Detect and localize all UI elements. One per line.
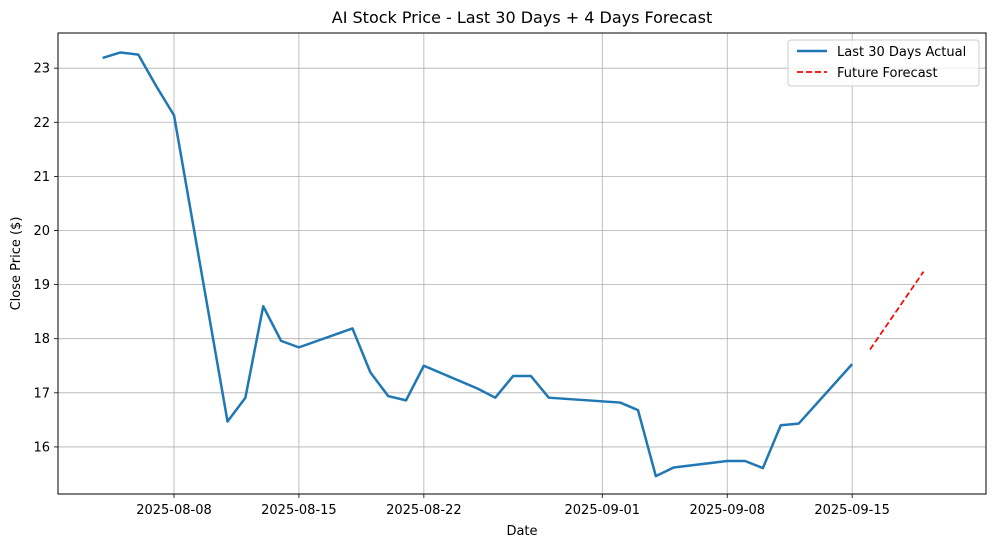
legend-box (787, 39, 980, 87)
data-point (262, 305, 264, 307)
data-point (922, 270, 924, 272)
series-line-actual (102, 51, 854, 478)
series-line-forecast (869, 271, 925, 351)
data-point (280, 340, 282, 342)
legend: Last 30 Days Actual Future Forecast (787, 39, 980, 87)
plot-frame (57, 32, 987, 495)
y-axis: 16 17 18 19 20 21 22 23 (33, 62, 58, 455)
x-axis: 2025-08-08 2025-08-15 2025-08-22 2025-09-01… (136, 494, 890, 518)
y-tick-label: 17 (33, 386, 50, 401)
data-point (619, 401, 621, 403)
data-point (137, 53, 139, 55)
data-point (780, 424, 782, 426)
data-point (173, 114, 175, 116)
data-point (405, 399, 407, 401)
y-axis-label: Close Price ($) (9, 217, 24, 311)
data-point (797, 422, 799, 424)
data-point (851, 363, 853, 365)
data-point (904, 296, 906, 298)
data-point (512, 375, 514, 377)
series-layer (101, 51, 925, 478)
data-point (244, 396, 246, 398)
x-tick-label: 2025-09-15 (814, 503, 890, 518)
data-point (672, 466, 674, 468)
y-tick-label: 20 (33, 224, 50, 239)
x-tick-label: 2025-08-08 (136, 503, 212, 518)
data-point (637, 409, 639, 411)
data-point (387, 395, 389, 397)
data-point (494, 396, 496, 398)
data-point (351, 327, 353, 329)
data-point (762, 467, 764, 469)
x-tick-label: 2025-08-22 (386, 503, 462, 518)
y-tick-label: 21 (33, 170, 50, 185)
data-point (887, 322, 889, 324)
chart-title: AI Stock Price - Last 30 Days + 4 Days F… (332, 8, 712, 27)
data-point (476, 387, 478, 389)
data-point (101, 57, 103, 59)
data-point (226, 420, 228, 422)
legend-label-forecast: Future Forecast (837, 66, 938, 81)
x-axis-label: Date (506, 524, 537, 539)
data-point (423, 365, 425, 367)
data-point (726, 460, 728, 462)
y-tick-label: 16 (33, 440, 50, 455)
data-point (655, 475, 657, 477)
data-point (298, 346, 300, 348)
data-point (155, 85, 157, 87)
x-tick-label: 2025-08-15 (261, 503, 337, 518)
y-tick-label: 22 (33, 116, 50, 131)
y-tick-label: 19 (33, 278, 50, 293)
plot-area (58, 33, 986, 494)
y-tick-label: 23 (33, 62, 50, 77)
x-tick-label: 2025-09-08 (689, 503, 765, 518)
legend-label-actual: Last 30 Days Actual (837, 45, 966, 60)
data-point (548, 396, 550, 398)
data-point (530, 375, 532, 377)
y-tick-label: 18 (33, 332, 50, 347)
x-tick-label: 2025-09-01 (565, 503, 641, 518)
data-point (119, 51, 121, 53)
data-point (369, 371, 371, 373)
data-point (744, 460, 746, 462)
data-point (869, 348, 871, 350)
